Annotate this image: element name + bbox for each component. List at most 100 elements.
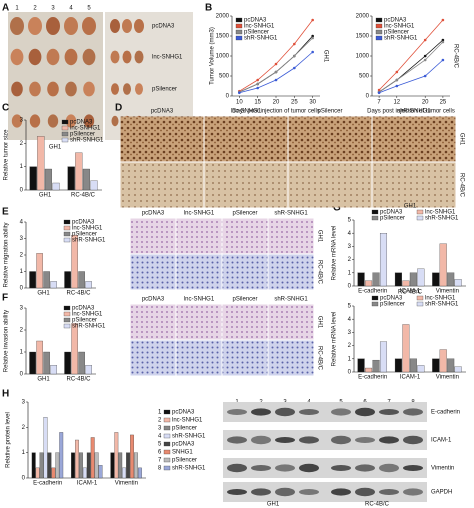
tumor bbox=[29, 114, 41, 128]
y-axis-label: Relative mRNA level bbox=[332, 312, 338, 367]
bar bbox=[126, 452, 131, 479]
y-tick-label: 0 bbox=[20, 188, 24, 194]
legend-swatch bbox=[163, 417, 171, 423]
y-axis-label: Tumor Volume (mm3) bbox=[210, 27, 216, 85]
tumor bbox=[83, 114, 95, 128]
micrograph bbox=[288, 116, 372, 162]
band bbox=[227, 463, 247, 473]
blot-strip bbox=[223, 482, 427, 502]
bar bbox=[78, 452, 83, 479]
legend-swatch bbox=[163, 449, 171, 455]
bar bbox=[379, 233, 388, 287]
point bbox=[274, 70, 278, 74]
legend-label: pSilencer bbox=[384, 30, 409, 36]
line bbox=[378, 19, 444, 91]
band bbox=[275, 464, 295, 472]
row-label: RC-4B/C bbox=[316, 346, 322, 371]
point bbox=[395, 70, 399, 74]
legend-label: pSilencer bbox=[380, 216, 405, 222]
y-tick-label: 2000 bbox=[356, 14, 370, 20]
micrograph bbox=[130, 340, 176, 376]
legend-swatch bbox=[163, 425, 171, 431]
legend-label: shR-SNHG1 bbox=[384, 36, 418, 42]
band bbox=[403, 435, 423, 445]
legend-label: pSilencer bbox=[172, 458, 197, 464]
x-tick-label: RC-4B/C bbox=[66, 291, 91, 297]
column-label: 2 bbox=[33, 6, 37, 12]
column-label: 5 bbox=[87, 6, 91, 12]
tumor bbox=[46, 17, 60, 35]
bar bbox=[409, 272, 417, 287]
panel-letter: A bbox=[2, 3, 9, 14]
y-tick-label: 0 bbox=[22, 476, 26, 482]
point bbox=[256, 78, 259, 82]
legend-label: pcDNA3 bbox=[72, 220, 95, 226]
point bbox=[441, 40, 445, 44]
band bbox=[275, 437, 295, 443]
bar bbox=[85, 365, 92, 375]
y-tick-label: 2 bbox=[22, 425, 26, 431]
bar bbox=[82, 467, 87, 479]
panel-letter: H bbox=[2, 389, 9, 400]
point bbox=[274, 62, 278, 66]
legend-swatch bbox=[63, 219, 71, 225]
legend-swatch bbox=[375, 23, 383, 29]
tumor bbox=[122, 50, 132, 64]
point bbox=[441, 38, 445, 42]
tumor bbox=[111, 115, 119, 127]
y-tick-label: 1000 bbox=[356, 54, 370, 60]
bar bbox=[85, 281, 92, 289]
point bbox=[311, 36, 314, 40]
y-tick-label: 2 bbox=[20, 253, 24, 259]
y-tick-label: 2 bbox=[348, 343, 352, 349]
micrograph bbox=[176, 304, 222, 340]
legend-swatch bbox=[163, 409, 171, 415]
panel-letter: G bbox=[333, 203, 341, 214]
y-axis-label: Relative invasion ability bbox=[4, 310, 10, 372]
legend-label: lnc-SNHG1 bbox=[425, 296, 456, 302]
micrograph bbox=[372, 162, 456, 208]
band bbox=[355, 437, 375, 443]
x-tick-label: 12 bbox=[393, 100, 400, 106]
y-tick-label: 3 bbox=[20, 306, 24, 312]
y-tick-label: 3 bbox=[348, 244, 352, 250]
column-label: pSilencer bbox=[232, 211, 257, 217]
x-tick-label: E-cadherin bbox=[358, 289, 387, 295]
legend-label: lnc-SNHG1 bbox=[425, 210, 456, 216]
column-label: 1 bbox=[15, 6, 19, 12]
band bbox=[355, 407, 375, 417]
legend-swatch bbox=[235, 29, 243, 35]
line bbox=[378, 39, 444, 93]
x-tick-label: 20 bbox=[273, 100, 280, 106]
y-tick-label: 5 bbox=[348, 218, 352, 224]
legend-label: pcDNA3 bbox=[244, 18, 267, 24]
point bbox=[311, 50, 314, 54]
bar bbox=[357, 272, 365, 287]
y-tick-label: 1 bbox=[20, 350, 24, 356]
column-label: 3 bbox=[51, 6, 55, 12]
bar bbox=[29, 351, 36, 375]
y-tick-label: 1500 bbox=[216, 34, 230, 40]
column-label: pSilencer bbox=[317, 109, 342, 115]
row-label: GH1 bbox=[458, 133, 464, 146]
group-label: RC-4B/C bbox=[365, 502, 390, 508]
bar bbox=[47, 452, 52, 479]
legend-swatch bbox=[416, 301, 424, 307]
band bbox=[403, 408, 423, 416]
tumor bbox=[83, 81, 95, 97]
legend-label: shR-SNHG1 bbox=[244, 36, 278, 42]
bar bbox=[51, 467, 56, 479]
point bbox=[311, 34, 314, 38]
tumor bbox=[123, 83, 131, 95]
point bbox=[293, 54, 296, 58]
column-label: pcDNA3 bbox=[151, 109, 174, 115]
bar bbox=[454, 366, 462, 373]
column-label: shR-SNHG1 bbox=[274, 211, 308, 217]
x-tick-label: RC-4B/C bbox=[66, 377, 91, 383]
bar bbox=[82, 168, 90, 191]
protein-label: ICAM-1 bbox=[431, 438, 452, 444]
legend-swatch bbox=[63, 237, 71, 243]
legend-number: 6 bbox=[158, 450, 162, 456]
protein-label: E-cadherin bbox=[431, 410, 460, 416]
protein-label: Vimentin bbox=[431, 466, 454, 472]
